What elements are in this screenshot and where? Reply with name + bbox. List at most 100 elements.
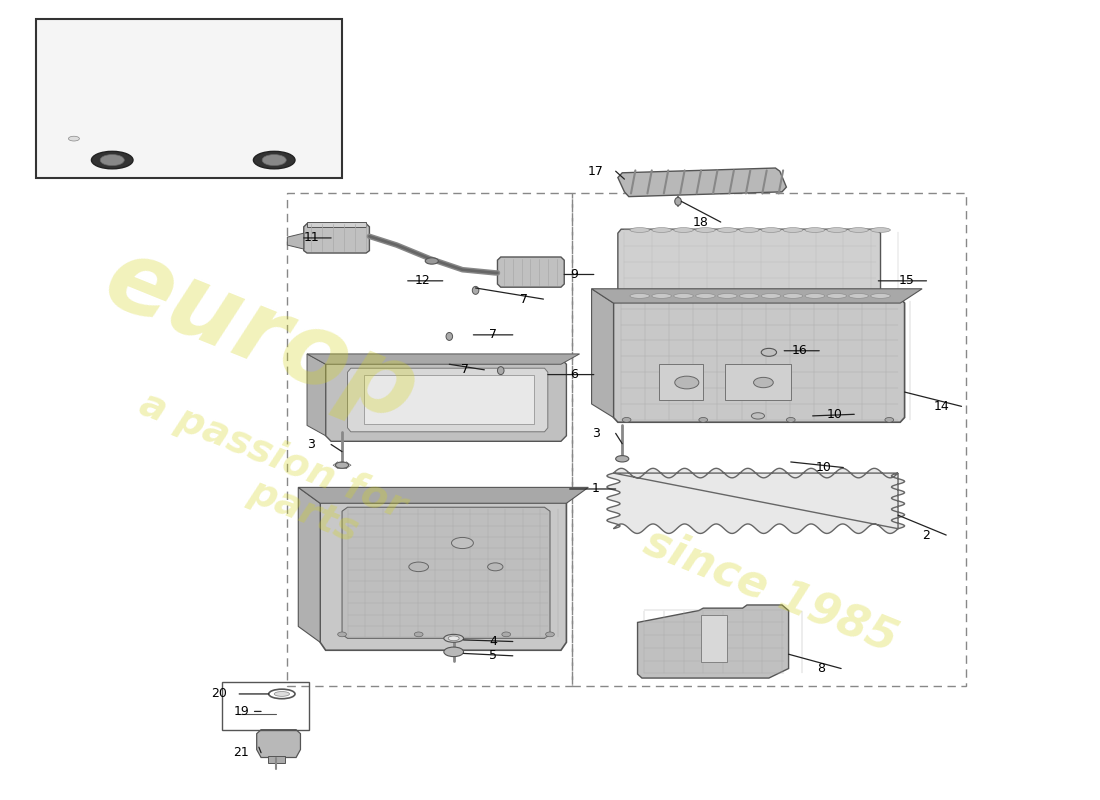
Ellipse shape [805, 228, 825, 232]
Ellipse shape [695, 228, 715, 232]
Text: 7: 7 [490, 328, 497, 342]
Ellipse shape [652, 294, 671, 298]
Polygon shape [304, 224, 370, 253]
Text: 21: 21 [233, 746, 250, 759]
Ellipse shape [338, 632, 346, 637]
Ellipse shape [871, 294, 890, 298]
Bar [35, 18, 342, 178]
Text: 4: 4 [490, 635, 497, 648]
Ellipse shape [616, 456, 629, 462]
Ellipse shape [674, 198, 681, 206]
Text: parts: parts [243, 472, 364, 550]
Ellipse shape [754, 378, 773, 388]
Ellipse shape [472, 286, 478, 294]
Ellipse shape [849, 294, 869, 298]
Ellipse shape [673, 294, 693, 298]
Ellipse shape [783, 294, 803, 298]
Ellipse shape [487, 563, 503, 571]
Ellipse shape [805, 294, 825, 298]
Ellipse shape [253, 151, 295, 169]
Text: europ: europ [90, 230, 431, 443]
Ellipse shape [502, 632, 510, 637]
Polygon shape [614, 298, 904, 422]
Text: since 1985: since 1985 [638, 520, 903, 661]
Polygon shape [618, 229, 880, 297]
Text: 7: 7 [461, 363, 469, 376]
Ellipse shape [451, 538, 473, 549]
Polygon shape [68, 124, 129, 146]
Ellipse shape [546, 632, 554, 637]
Ellipse shape [630, 294, 650, 298]
Text: 6: 6 [570, 368, 578, 381]
Text: 5: 5 [490, 650, 497, 662]
Ellipse shape [827, 228, 847, 232]
Polygon shape [701, 614, 727, 662]
Polygon shape [618, 168, 786, 197]
Polygon shape [326, 358, 566, 442]
Text: 19: 19 [233, 705, 250, 718]
Text: 16: 16 [792, 344, 807, 358]
Ellipse shape [786, 418, 795, 422]
Polygon shape [307, 354, 326, 436]
Ellipse shape [497, 366, 504, 374]
Ellipse shape [674, 376, 698, 389]
Polygon shape [592, 289, 614, 418]
Ellipse shape [443, 634, 463, 642]
Ellipse shape [274, 691, 289, 696]
Ellipse shape [871, 228, 890, 232]
Bar [222, 682, 309, 730]
Polygon shape [63, 150, 315, 162]
Ellipse shape [695, 294, 715, 298]
Ellipse shape [409, 562, 429, 571]
Polygon shape [607, 468, 904, 534]
Polygon shape [129, 97, 271, 120]
Text: 3: 3 [592, 427, 600, 440]
Text: 11: 11 [304, 231, 319, 245]
Text: 12: 12 [415, 274, 431, 287]
Ellipse shape [751, 413, 764, 419]
Polygon shape [307, 354, 580, 364]
Text: 20: 20 [211, 687, 228, 701]
Bar [572, 194, 966, 686]
Text: 2: 2 [923, 529, 931, 542]
Polygon shape [287, 233, 304, 249]
Polygon shape [307, 222, 366, 227]
Polygon shape [68, 127, 315, 156]
Ellipse shape [739, 228, 759, 232]
Polygon shape [342, 507, 550, 638]
Ellipse shape [68, 136, 79, 141]
Text: 10: 10 [816, 461, 832, 474]
Text: 7: 7 [519, 293, 528, 306]
Ellipse shape [415, 632, 424, 637]
Ellipse shape [652, 228, 671, 232]
Ellipse shape [91, 151, 133, 169]
Text: 10: 10 [826, 408, 843, 421]
Polygon shape [348, 368, 548, 432]
Text: 8: 8 [817, 662, 825, 675]
Ellipse shape [849, 228, 869, 232]
Polygon shape [364, 374, 534, 424]
Ellipse shape [100, 154, 124, 166]
Ellipse shape [630, 228, 650, 232]
Ellipse shape [446, 333, 452, 341]
Polygon shape [129, 105, 271, 135]
Polygon shape [298, 487, 320, 642]
Text: 14: 14 [934, 400, 949, 413]
Text: 15: 15 [899, 274, 915, 287]
Ellipse shape [698, 418, 707, 422]
Polygon shape [638, 605, 789, 678]
Ellipse shape [717, 228, 737, 232]
Polygon shape [497, 257, 564, 287]
Polygon shape [320, 495, 566, 650]
Text: a passion for: a passion for [134, 385, 411, 526]
Ellipse shape [448, 636, 459, 641]
Ellipse shape [783, 228, 803, 232]
Text: 9: 9 [570, 268, 578, 281]
Polygon shape [256, 730, 300, 758]
Polygon shape [725, 364, 791, 400]
Polygon shape [267, 756, 285, 763]
Ellipse shape [827, 294, 847, 298]
Ellipse shape [262, 154, 286, 166]
Polygon shape [134, 110, 211, 133]
Bar [287, 194, 572, 686]
